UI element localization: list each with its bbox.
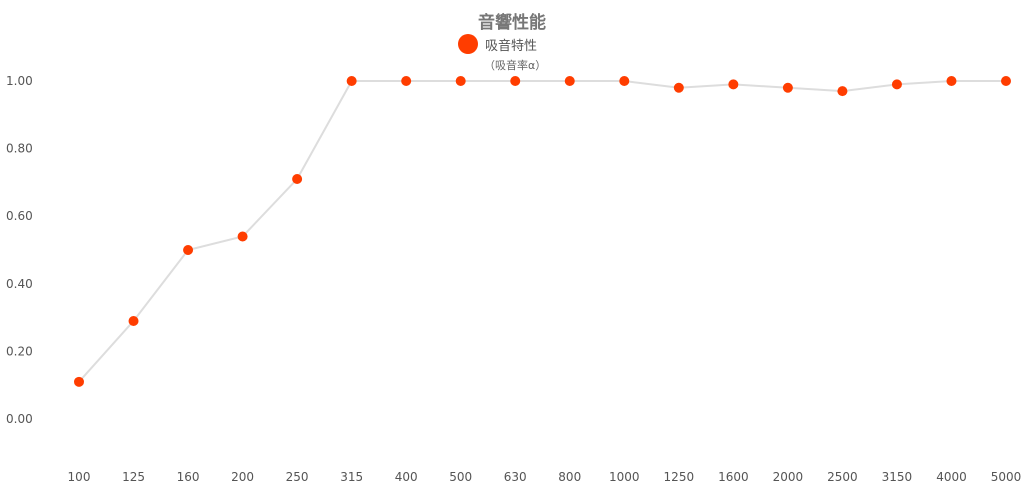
- data-point-315[interactable]: [346, 76, 357, 86]
- y-tick-label: 0.60: [6, 209, 33, 223]
- x-tick-label: 800: [558, 470, 581, 484]
- data-point-2000[interactable]: [782, 82, 793, 93]
- data-point-800[interactable]: [564, 76, 575, 86]
- x-tick-label: 250: [286, 470, 309, 484]
- x-tick-label: 100: [68, 470, 91, 484]
- data-point-3150[interactable]: [891, 79, 902, 90]
- x-tick-label: 200: [231, 470, 254, 484]
- series-layer: [74, 76, 1011, 387]
- data-point-1000[interactable]: [619, 76, 630, 86]
- x-tick-label: 1600: [718, 470, 749, 484]
- legend[interactable]: 吸音特性: [458, 34, 537, 54]
- y-tick-label: 0.80: [6, 142, 33, 156]
- y-tick-label: 0.00: [6, 412, 33, 426]
- x-axis: 100 125 160 200 250 315 400 500 630 800 1000 1250 16…: [68, 470, 1022, 484]
- x-tick-label: 500: [449, 470, 472, 484]
- data-point-2500[interactable]: [837, 86, 848, 97]
- legend-unit: （吸音率α）: [484, 59, 547, 72]
- data-point-100[interactable]: [74, 376, 84, 387]
- x-tick-label: 5000: [991, 470, 1022, 484]
- data-point-125[interactable]: [128, 315, 139, 326]
- y-tick-label: 0.20: [6, 344, 33, 358]
- data-point-250[interactable]: [292, 174, 303, 185]
- chart-title: 音響性能: [478, 13, 546, 33]
- data-point-1250[interactable]: [673, 82, 684, 93]
- x-tick-label: 315: [340, 470, 363, 484]
- x-tick-label: 400: [395, 470, 418, 484]
- data-point-500[interactable]: [455, 76, 466, 86]
- x-tick-label: 160: [177, 470, 200, 484]
- data-point-1600[interactable]: [728, 79, 739, 90]
- x-tick-label: 1000: [609, 470, 640, 484]
- data-point-400[interactable]: [401, 76, 412, 86]
- legend-label: 吸音特性: [485, 38, 538, 54]
- data-point-160[interactable]: [183, 245, 194, 255]
- y-tick-label: 1.00: [6, 74, 33, 88]
- x-tick-label: 2500: [827, 470, 858, 484]
- x-tick-label: 2000: [773, 470, 804, 484]
- data-point-630[interactable]: [510, 76, 521, 86]
- y-tick-label: 0.40: [6, 277, 33, 291]
- y-axis: 0.00 0.20 0.40 0.60 0.80 1.00: [6, 74, 33, 426]
- series-line: [78, 80, 1006, 383]
- data-point-4000[interactable]: [946, 76, 957, 86]
- x-tick-label: 125: [122, 470, 145, 484]
- x-tick-label: 1250: [664, 470, 695, 484]
- x-tick-label: 3150: [882, 470, 913, 484]
- legend-marker: [458, 34, 478, 54]
- x-tick-label: 630: [504, 470, 527, 484]
- data-point-5000[interactable]: [1001, 76, 1011, 86]
- data-point-200[interactable]: [237, 231, 248, 242]
- x-tick-label: 4000: [936, 470, 967, 484]
